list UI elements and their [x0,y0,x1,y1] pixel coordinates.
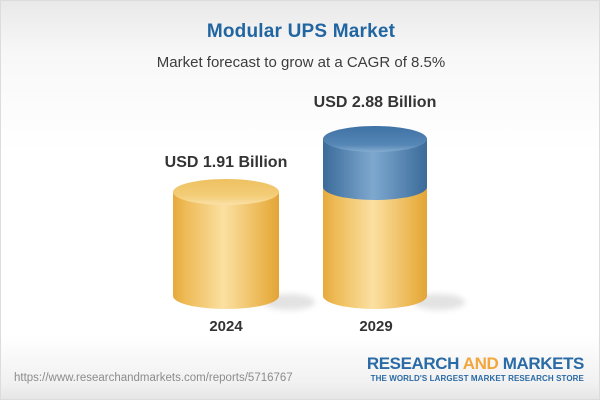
cylinder-chart [173,126,465,310]
page-subtitle: Market forecast to grow at a CAGR of 8.5… [156,54,446,71]
research-and-markets-logo: RESEARCH AND MARKETS THE WORLD'S LARGEST… [366,354,585,383]
logo-word-and: AND [462,354,499,373]
logo-tagline: THE WORLD'S LARGEST MARKET RESEARCH STOR… [370,374,584,383]
axis-label-2024: 2024 [209,318,243,335]
cylinder-2029-base-segment [323,187,427,309]
logo-wordmark: RESEARCH AND MARKETS [366,354,585,373]
axis-label-2029: 2029 [359,318,393,335]
value-label-2029: USD 2.88 Billion [313,94,437,111]
logo-word-markets: MARKETS [502,354,585,373]
cylinder-2029-growth-segment [323,126,427,200]
cylinder-2024 [173,179,279,309]
cylinder-2029 [323,126,427,309]
report-url: https://www.researchandmarkets.com/repor… [14,372,293,384]
value-label-2024: USD 1.91 Billion [164,154,288,171]
logo-word-research: RESEARCH [366,354,460,373]
page-title: Modular UPS Market [206,21,396,42]
